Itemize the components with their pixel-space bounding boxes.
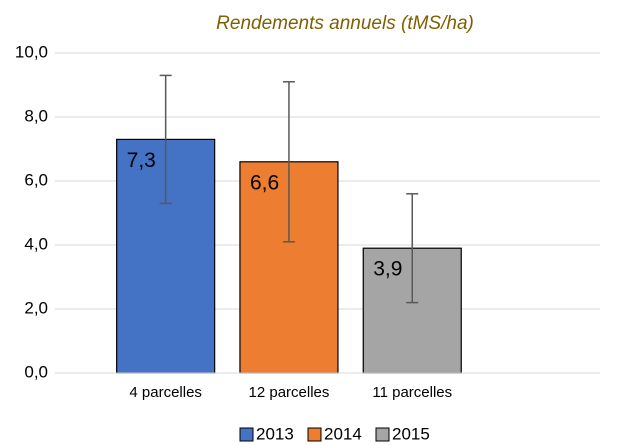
y-tick-label: 8,0 — [24, 106, 48, 125]
x-tick-label: 4 parcelles — [129, 384, 202, 401]
x-tick-label: 12 parcelles — [249, 384, 330, 401]
legend-swatch — [375, 427, 390, 442]
chart-title: Rendements annuels (tMS/ha) — [216, 13, 474, 34]
value-label: 7,3 — [127, 149, 156, 172]
y-tick-label: 4,0 — [24, 234, 48, 253]
legend-swatch — [239, 427, 254, 442]
y-tick-label: 2,0 — [24, 298, 48, 317]
legend-label: 2014 — [324, 424, 362, 443]
legend-label: 2015 — [392, 424, 430, 443]
value-label: 6,6 — [250, 171, 279, 194]
value-label: 3,9 — [373, 258, 402, 281]
x-tick-label: 11 parcelles — [372, 384, 452, 401]
y-tick-label: 10,0 — [15, 42, 48, 61]
y-tick-label: 6,0 — [24, 170, 48, 189]
y-tick-label: 0,0 — [24, 362, 48, 381]
legend-swatch — [307, 427, 322, 442]
legend-label: 2013 — [256, 424, 294, 443]
